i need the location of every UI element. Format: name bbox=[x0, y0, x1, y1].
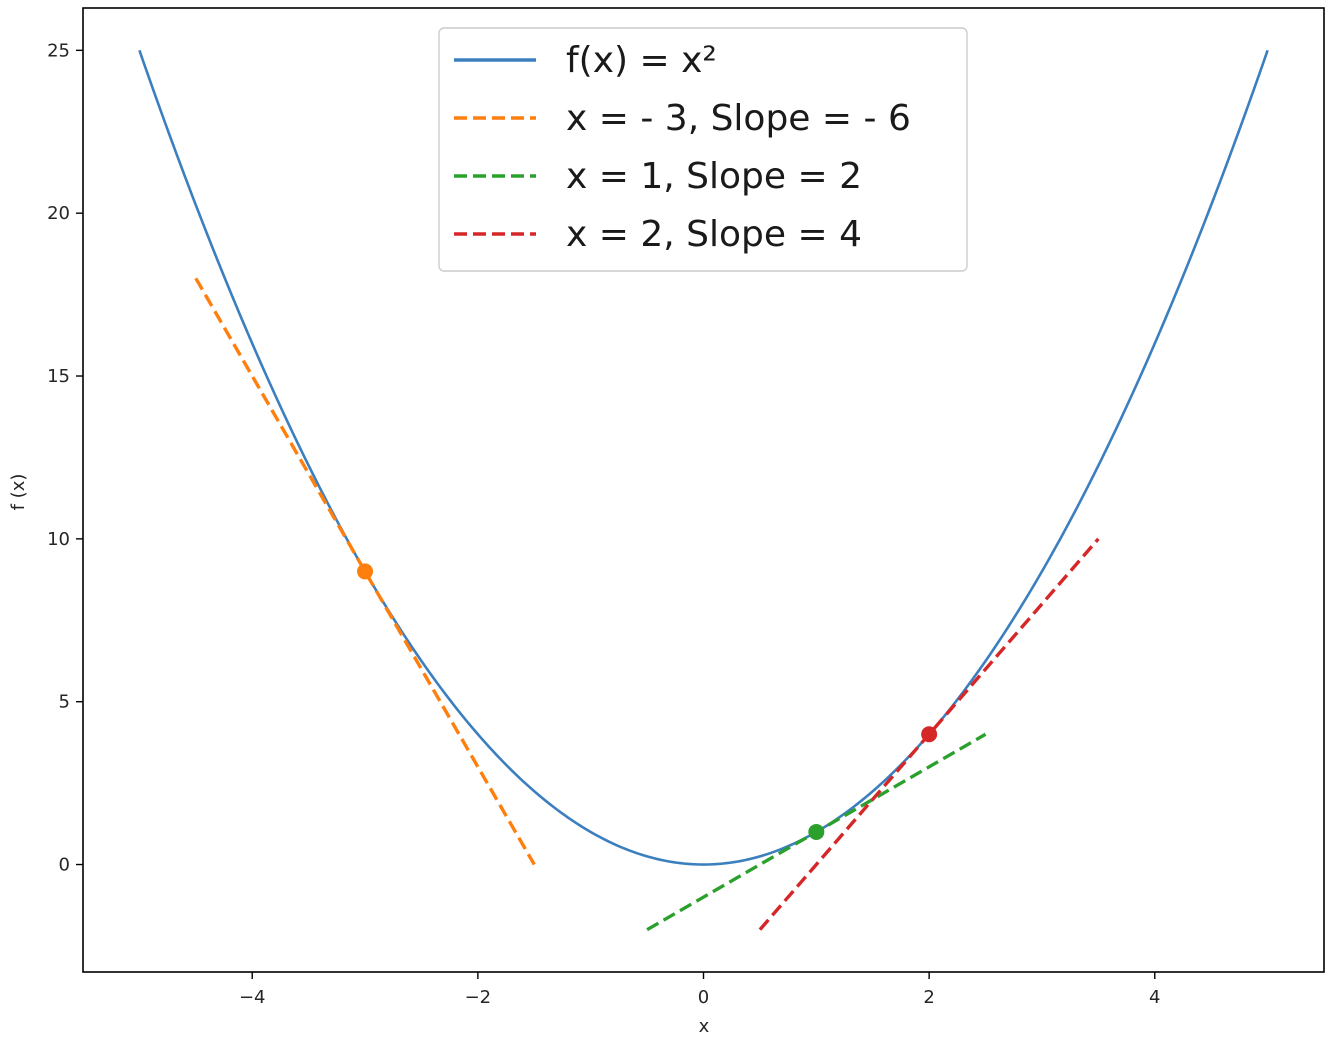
curve-layer bbox=[138, 49, 1269, 866]
legend-label-4: x = 2, Slope = 4 bbox=[566, 214, 862, 255]
y-axis-ticks: 0 5 10 15 20 25 bbox=[47, 40, 83, 876]
y-tick-label: 10 bbox=[47, 529, 70, 550]
y-tick-label: 15 bbox=[47, 366, 70, 387]
x-tick-label: 4 bbox=[1149, 987, 1160, 1008]
tangent-point-1 bbox=[357, 563, 374, 580]
y-axis-label: f (x) bbox=[8, 474, 29, 511]
y-tick-label: 0 bbox=[59, 855, 70, 876]
tangent-point-3 bbox=[921, 726, 938, 743]
y-tick-label: 5 bbox=[59, 692, 70, 713]
legend-label-2: x = - 3, Slope = - 6 bbox=[566, 98, 911, 139]
legend: f(x) = x² x = - 3, Slope = - 6 x = 1, Slop… bbox=[438, 27, 968, 272]
x-tick-label: 2 bbox=[923, 987, 934, 1008]
x-axis-label: x bbox=[699, 1016, 710, 1037]
x-tick-label: 0 bbox=[698, 987, 709, 1008]
y-tick-label: 20 bbox=[47, 203, 70, 224]
tangent-point-2 bbox=[808, 823, 825, 840]
legend-frame bbox=[438, 27, 968, 272]
x-tick-label: −2 bbox=[465, 987, 492, 1008]
x-axis-ticks: −4 −2 0 2 4 bbox=[239, 972, 1160, 1008]
point-layer bbox=[357, 563, 938, 840]
x-tick-label: −4 bbox=[239, 987, 266, 1008]
curve-line bbox=[138, 49, 1269, 866]
legend-label-3: x = 1, Slope = 2 bbox=[566, 156, 862, 197]
legend-label-1: f(x) = x² bbox=[566, 40, 717, 81]
y-tick-label: 25 bbox=[47, 40, 70, 61]
